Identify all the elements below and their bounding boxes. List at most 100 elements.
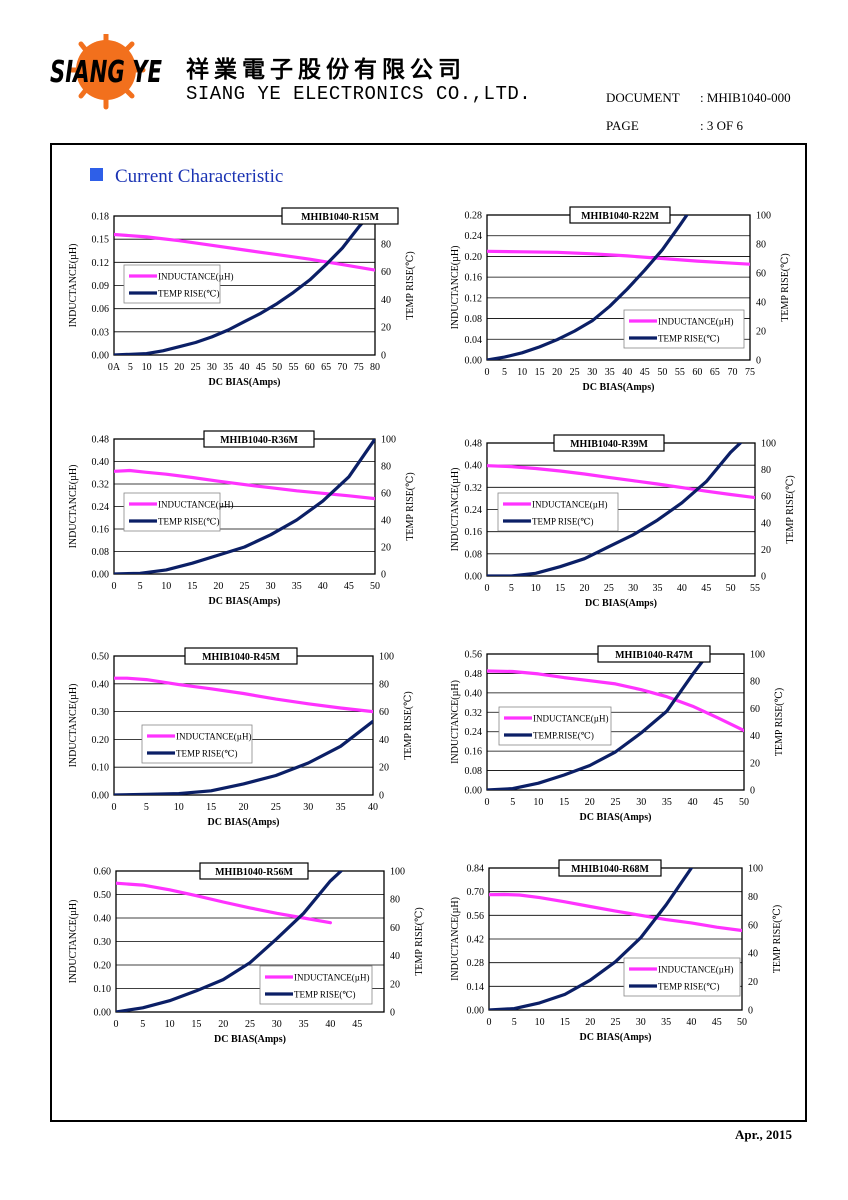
y-tick-label: 0.56 xyxy=(465,650,483,661)
x-tick-label: 15 xyxy=(206,802,216,813)
y-tick-label: 0.09 xyxy=(92,281,110,292)
y-tick-label: 0.48 xyxy=(92,435,110,446)
x-tick-label: 50 xyxy=(737,1017,747,1028)
y2-tick-label: 40 xyxy=(379,735,389,746)
y2-tick-label: 20 xyxy=(381,323,391,334)
y-tick-label: 0.24 xyxy=(465,505,483,516)
legend-label: TEMP RISE(℃) xyxy=(532,517,593,527)
y-tick-label: 0.56 xyxy=(467,911,485,922)
x-tick-label: 5 xyxy=(502,367,507,378)
y2-tick-label: 60 xyxy=(390,923,400,934)
x-tick-label: 50 xyxy=(272,362,282,373)
legend-box xyxy=(259,965,373,1005)
x-axis-label: DC BIAS(Amps) xyxy=(583,382,655,393)
chart-title-box xyxy=(203,430,315,448)
y2-tick-label: 40 xyxy=(756,298,766,309)
y-tick-label: 0.08 xyxy=(465,766,483,777)
x-axis-label: DC BIAS(Amps) xyxy=(209,377,281,388)
y-axis-label: INDUCTANCE(µH) xyxy=(450,680,461,764)
inductance-series-line xyxy=(487,669,744,733)
y2-tick-label: 20 xyxy=(761,545,771,556)
chart-title-box xyxy=(569,206,671,224)
x-tick-label: 25 xyxy=(240,581,250,592)
x-tick-label: 10 xyxy=(174,802,184,813)
x-tick-label: 25 xyxy=(570,367,580,378)
y-tick-label: 0.00 xyxy=(94,1008,112,1019)
y-axis-label: INDUCTANCE(µH) xyxy=(450,468,461,552)
legend: INDUCTANCE(µH) TEMP RISE(℃) xyxy=(259,965,373,1005)
x-tick-label: 35 xyxy=(662,797,672,808)
x-tick-label: 0 xyxy=(112,581,117,592)
y2-axis-label: TEMP RISE(℃) xyxy=(772,905,783,973)
y-tick-label: 0.32 xyxy=(465,483,483,494)
section-title-text: Current Characteristic xyxy=(115,166,284,187)
y-tick-label: 0.50 xyxy=(94,890,112,901)
y-tick-label: 0.08 xyxy=(465,314,483,325)
x-tick-label: 40 xyxy=(240,362,250,373)
legend-label: INDUCTANCE(µH) xyxy=(658,317,733,327)
y2-tick-label: 60 xyxy=(750,704,760,715)
x-tick-label: 25 xyxy=(191,362,201,373)
y-tick-label: 0.16 xyxy=(92,525,110,536)
y2-tick-label: 40 xyxy=(761,518,771,529)
chart-title: MHIB1040-R15M xyxy=(301,212,379,223)
y-tick-label: 0.14 xyxy=(467,982,485,993)
x-axis-label: DC BIAS(Amps) xyxy=(209,596,281,607)
x-tick-label: 25 xyxy=(271,802,281,813)
x-tick-label: 50 xyxy=(370,581,380,592)
y-tick-label: 0.16 xyxy=(465,527,483,538)
temp-rise-series-line xyxy=(489,868,693,1010)
y2-axis-label: TEMP RISE(℃) xyxy=(414,907,425,975)
chart-title-box xyxy=(553,434,665,452)
chart-mhib1040-r56m: 0.000.100.200.300.400.500.60020406080100… xyxy=(68,862,425,1045)
y-axis-label: INDUCTANCE(µH) xyxy=(68,684,79,768)
y-tick-label: 0.00 xyxy=(465,356,483,367)
x-tick-label: 50 xyxy=(726,583,736,594)
legend: INDUCTANCE(µH) TEMP RISE(℃) xyxy=(141,724,253,764)
x-tick-label: 20 xyxy=(579,583,589,594)
x-tick-label: 0 xyxy=(487,1017,492,1028)
y-axis-label: INDUCTANCE(µH) xyxy=(68,465,79,549)
y2-tick-label: 40 xyxy=(748,949,758,960)
x-tick-label: 30 xyxy=(303,802,313,813)
x-tick-label: 45 xyxy=(701,583,711,594)
x-tick-label: 20 xyxy=(174,362,184,373)
x-tick-label: 55 xyxy=(675,367,685,378)
y-tick-label: 0.28 xyxy=(467,958,485,969)
x-tick-label: 25 xyxy=(611,1017,621,1028)
y-tick-label: 0.16 xyxy=(465,273,483,284)
y-tick-label: 0.24 xyxy=(465,727,483,738)
chart-title: MHIB1040-R45M xyxy=(202,652,280,663)
x-tick-label: 45 xyxy=(352,1019,362,1030)
x-tick-label: 30 xyxy=(628,583,638,594)
chart-mhib1040-r15m: 0.000.030.060.090.120.150.18020406080100… xyxy=(68,207,416,388)
x-tick-label: 30 xyxy=(587,367,597,378)
legend-box xyxy=(123,492,221,532)
x-axis-label: DC BIAS(Amps) xyxy=(580,812,652,823)
page-info: PAGE: 3 OF 6 xyxy=(606,118,743,134)
y-tick-label: 0.48 xyxy=(465,439,483,450)
x-tick-label: 45 xyxy=(640,367,650,378)
x-tick-label: 70 xyxy=(337,362,347,373)
x-tick-label: 20 xyxy=(239,802,249,813)
y2-tick-label: 0 xyxy=(381,351,386,362)
x-tick-label: 10 xyxy=(165,1019,175,1030)
x-tick-label: 0 xyxy=(112,802,117,813)
inductance-series-line xyxy=(116,881,332,925)
y-axis-label: INDUCTANCE(µH) xyxy=(450,246,461,330)
company-logo: SIANG YE xyxy=(50,34,162,110)
y-tick-label: 0.70 xyxy=(467,887,485,898)
legend-label: TEMP RISE(℃) xyxy=(158,517,219,527)
x-tick-label: 20 xyxy=(585,1017,595,1028)
y-tick-label: 0.40 xyxy=(92,679,110,690)
y-tick-label: 0.10 xyxy=(94,984,112,995)
y2-tick-label: 20 xyxy=(756,327,766,338)
x-tick-label: 30 xyxy=(272,1019,282,1030)
legend-label: TEMP RISE(℃) xyxy=(658,334,719,344)
x-tick-label: 75 xyxy=(745,367,755,378)
x-tick-label: 10 xyxy=(531,583,541,594)
gridlines xyxy=(487,464,755,555)
legend-box xyxy=(141,724,253,764)
x-tick-label: 0 xyxy=(485,367,490,378)
y-tick-label: 0.03 xyxy=(92,327,110,338)
